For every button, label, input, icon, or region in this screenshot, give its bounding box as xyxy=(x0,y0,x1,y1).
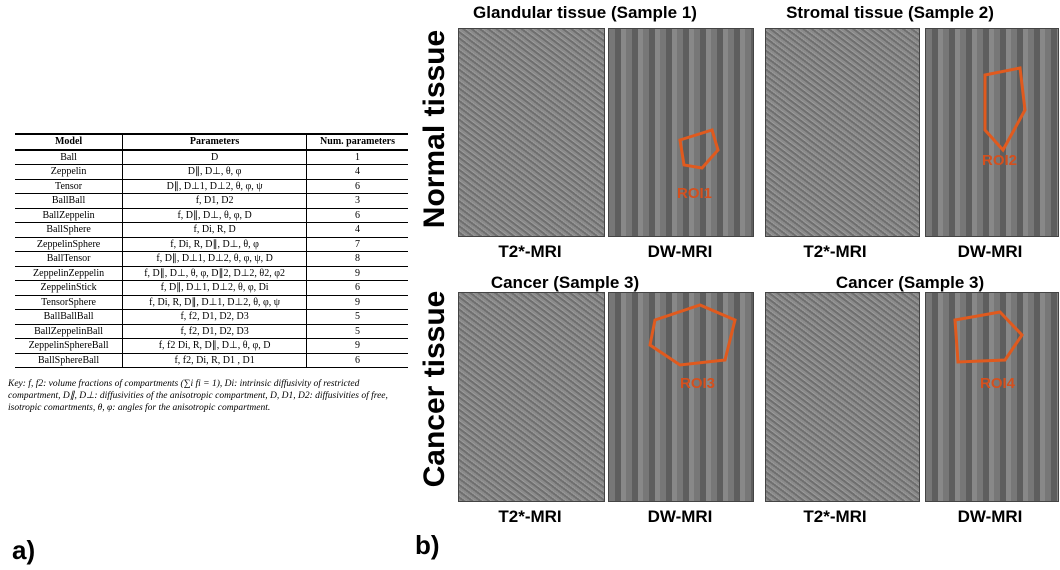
table-cell: 6 xyxy=(306,352,408,368)
header-cell: Num. parameters xyxy=(306,133,408,151)
table-cell: 4 xyxy=(306,222,408,238)
table-cell: 1 xyxy=(306,149,408,165)
roi-label: ROI4 xyxy=(980,375,1016,392)
table-cell: D∥, D⊥, θ, φ xyxy=(122,164,308,180)
image-caption: DW-MRI xyxy=(957,242,1023,261)
column-title: Glandular tissue (Sample 1) xyxy=(473,3,697,22)
table-container: Model Parameters Num. parameters Ball D 1 Zepp… xyxy=(15,133,410,368)
column-title: Cancer (Sample 3) xyxy=(835,273,985,292)
mri-image xyxy=(925,292,1059,502)
column-title: Stromal tissue (Sample 2) xyxy=(786,3,994,22)
mri-image xyxy=(458,28,605,237)
panel-label: b) xyxy=(415,530,440,560)
header-row: Model Parameters Num. parameters xyxy=(15,133,408,151)
mri-image xyxy=(765,28,920,237)
roi-outline xyxy=(648,303,737,367)
table-cell: f, Di, R, D xyxy=(122,222,308,238)
model-table: Model Parameters Num. parameters Ball D 1 Zepp… xyxy=(15,133,408,368)
table-row: BallSphereBall f, f2, Di, R, D1 , D1 6 xyxy=(15,352,408,368)
image-caption: DW-MRI xyxy=(647,507,713,526)
mri-image xyxy=(765,292,920,502)
roi-label: ROI2 xyxy=(982,152,1018,169)
table-row: BallBall f, D1, D2 3 xyxy=(15,193,408,209)
table-row: ZeppelinStick f, D∥, D⊥1, D⊥2, θ, φ, Di 6 xyxy=(15,280,408,296)
roi-outline xyxy=(953,310,1024,364)
table-key: Key: f, f2: volume fractions of compartm… xyxy=(8,379,388,413)
table-cell: 3 xyxy=(306,193,408,209)
roi-label: ROI3 xyxy=(680,375,716,392)
header-cell: Parameters xyxy=(122,133,308,151)
roi-outline xyxy=(678,128,720,170)
roi-outline xyxy=(983,66,1027,153)
mri-image xyxy=(608,292,754,502)
image-caption: DW-MRI xyxy=(957,507,1023,526)
table-cell: 6 xyxy=(306,178,408,194)
table-cell: 6 xyxy=(306,207,408,223)
mri-image xyxy=(458,292,605,502)
table-row: ZeppelinZeppelin f, D∥, D⊥, θ, φ, D∥2, D⊥… xyxy=(15,265,408,281)
table-row: Ball D 1 xyxy=(15,149,408,165)
table-cell: 7 xyxy=(306,236,408,252)
mri-image xyxy=(608,28,754,237)
panel-label: a) xyxy=(12,535,36,565)
table-cell: 4 xyxy=(306,164,408,180)
roi-label: ROI1 xyxy=(677,185,713,202)
table-cell: f, D∥, D⊥, θ, φ, D xyxy=(122,207,308,223)
mri-image xyxy=(925,28,1059,237)
image-caption: DW-MRI xyxy=(647,242,713,261)
image-caption: T2*-MRI xyxy=(803,242,867,261)
column-title: Cancer (Sample 3) xyxy=(490,273,640,292)
image-caption: T2*-MRI xyxy=(498,507,562,526)
image-caption: T2*-MRI xyxy=(803,507,867,526)
table-cell: D∥, D⊥1, D⊥2, θ, φ, ψ xyxy=(122,178,308,194)
image-caption: T2*-MRI xyxy=(498,242,562,261)
table-row: BallZeppelinBall f, f2, D1, D2, D3 5 xyxy=(15,323,408,339)
